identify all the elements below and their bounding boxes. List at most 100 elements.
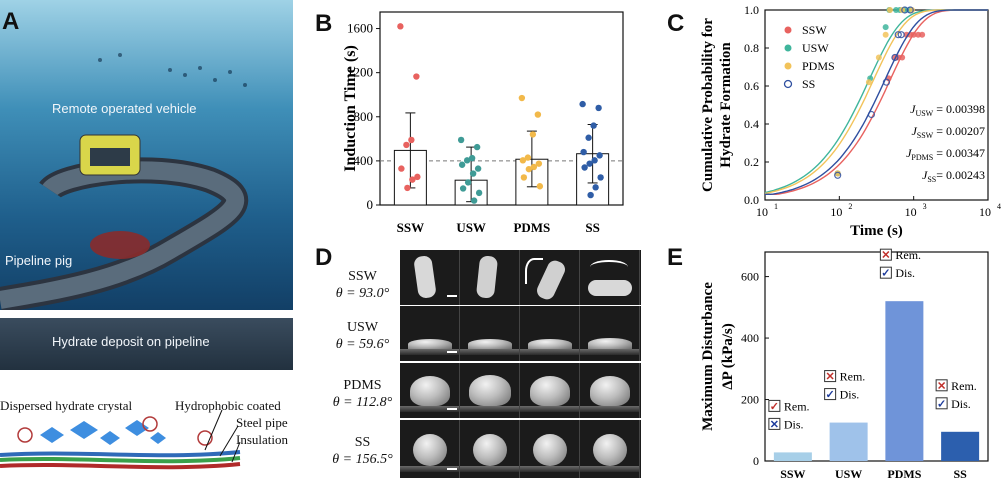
pig-label: Pipeline pig (5, 253, 73, 268)
crystal-label: Dispersed hydrate crystal (0, 398, 133, 413)
panel-label-e: E (667, 244, 684, 271)
legend-label-ssw: SSW (802, 23, 827, 37)
data-point-pdms (535, 160, 543, 167)
y-tick-label: 1.0 (744, 3, 759, 17)
legend-box-rem (768, 399, 781, 412)
y-tick-label: 0.4 (744, 117, 759, 131)
data-point-ss (597, 174, 604, 181)
pipeline-illustration (0, 53, 249, 310)
data-point-ssw (403, 141, 410, 149)
data-point-usw (470, 197, 478, 204)
data-point-ssw (408, 136, 415, 144)
coating-diagram (0, 409, 241, 470)
bar-pdms (885, 301, 924, 461)
bar-ss (941, 431, 980, 461)
x-tick-label: PDMS (887, 467, 921, 481)
data-point-ss (897, 31, 905, 39)
y-axis-label-line2: Hydrate Formation (718, 42, 734, 168)
data-point-usw (474, 165, 482, 172)
legend-label-rem: Rem. (895, 248, 921, 262)
legend-label-rem: Rem. (951, 379, 977, 393)
d-row-angle: θ = 93.0° (335, 286, 390, 301)
legend-box-dis (824, 388, 837, 401)
data-point-ss (580, 148, 587, 156)
chart-c-svg: 0.0 0.2 0.4 0.6 0.8 1.0 10 1 10 2 10 3 10 4 Time (s) Cu… (700, 3, 1001, 239)
rate-annotation: JUSW = 0.00398 (910, 102, 985, 118)
y-tick-label: 0.8 (744, 41, 759, 55)
d-row-angle: θ = 59.6° (335, 337, 390, 352)
y-tick-label: 0.6 (744, 79, 759, 93)
d-row-name: SSW (348, 269, 377, 284)
panel-label-b: B (315, 10, 333, 37)
rate-annotation: JPDMS = 0.00347 (906, 146, 985, 162)
data-point-ss (587, 191, 594, 199)
deposit-banner: Hydrate deposit on pipeline (0, 318, 293, 370)
x-tick-exponent: 4 (997, 202, 1001, 211)
legend-mark-dis: ✓ (937, 398, 946, 410)
coat-label: Hydrophobic coated (175, 398, 281, 413)
x-axis-label: Time (s) (850, 223, 903, 239)
bar-ssw (773, 452, 812, 461)
rate-annotation: JSSW = 0.00207 (911, 124, 985, 140)
data-point-ssw (919, 31, 926, 38)
chart-b-frame (379, 11, 624, 206)
bar-usw (829, 422, 868, 461)
data-point-ss (581, 164, 588, 171)
x-tick-label: 10 (830, 205, 842, 219)
legend-box-dis (768, 417, 781, 430)
legend-box-rem (824, 370, 837, 383)
hydrate-crystals (40, 420, 166, 445)
data-point-ssw (398, 165, 405, 172)
x-tick-exponent: 1 (774, 202, 778, 211)
deposit-label: Hydrate deposit on pipeline (52, 334, 210, 349)
data-point-pdms (865, 79, 872, 86)
data-point-ss (585, 134, 592, 141)
x-tick-label: SS (953, 467, 967, 481)
d-row-name: SS (354, 435, 371, 450)
y-tick-label: 400 (741, 331, 759, 345)
data-point-usw (457, 136, 465, 144)
x-tick-label: 10 (756, 205, 768, 219)
data-point-usw (459, 185, 467, 192)
chart-e-svg: 0 200 400 600 Maximum Disturbance ΔP (kPa/s) S… (700, 248, 989, 481)
panel-label-c: C (667, 10, 685, 37)
y-tick-label: 600 (741, 270, 759, 284)
legend-box-dis (935, 397, 948, 410)
x-tick-label: SS (585, 220, 599, 235)
legend-label-dis: Dis. (784, 417, 804, 431)
data-point-ssw (910, 31, 917, 38)
data-point-ssw (414, 173, 421, 181)
x-tick-label: SSW (397, 220, 424, 235)
y-tick-label: 800 (354, 109, 374, 124)
data-point-pdms (530, 163, 538, 171)
legend-box-dis (879, 266, 892, 279)
x-tick-label: USW (835, 467, 862, 481)
x-tick-label: SSW (780, 467, 805, 481)
data-point-pdms (886, 7, 893, 13)
data-point-ss (882, 78, 891, 86)
data-point-ss (867, 110, 875, 119)
data-point-usw (473, 143, 481, 151)
legend-box-rem (935, 379, 948, 392)
data-point-pdms (520, 174, 528, 181)
data-point-ss (592, 184, 599, 191)
legend-mark-dis: ✕ (770, 419, 779, 431)
data-point-ss (586, 160, 593, 167)
data-point-pdms (525, 165, 533, 173)
y-axis-label-line1: Maximum Disturbance (700, 282, 716, 431)
data-point-usw (458, 161, 466, 168)
data-point-usw (882, 24, 889, 31)
data-point-ss (894, 31, 902, 39)
legend-marker-usw (784, 44, 792, 52)
d-image-ssw (400, 250, 641, 305)
d-row-angle: θ = 156.5° (332, 452, 393, 467)
legend-marker-ssw (784, 26, 792, 34)
chart-c-frame (764, 9, 989, 201)
data-point-usw (469, 170, 477, 177)
d-row-name: USW (346, 320, 379, 335)
panel-a: Remote operated vehicle Pipeline pig Hyd… (0, 0, 300, 489)
data-point-ssw (404, 184, 411, 192)
x-tick-label: 10 (979, 205, 991, 219)
data-point-pdms (536, 183, 544, 190)
data-point-ssw (899, 54, 906, 61)
